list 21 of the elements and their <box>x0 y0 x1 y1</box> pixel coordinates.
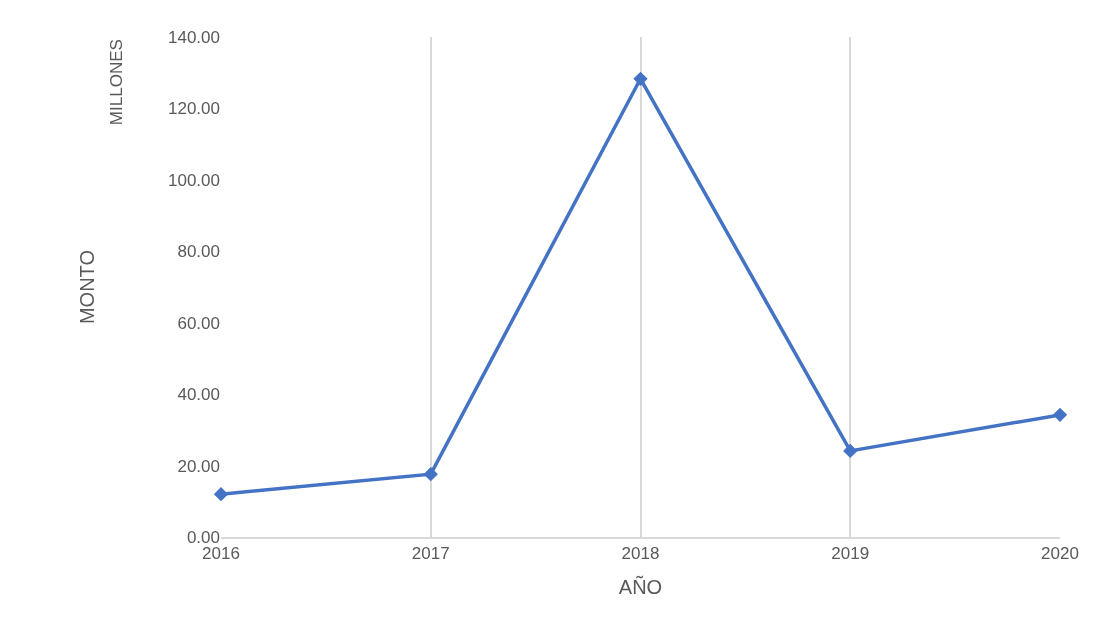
y-axis-title: MONTO <box>75 249 98 325</box>
x-tick-label: 2016 <box>202 544 240 564</box>
y-tick-label: 20.00 <box>177 456 220 476</box>
point <box>843 443 858 459</box>
y-tick-label: 0.00 <box>186 527 220 547</box>
x-axis-title: AÑO <box>618 575 663 599</box>
x-tick-label: 2019 <box>831 544 870 564</box>
y-tick-label: 120.00 <box>168 99 220 119</box>
x-tick-label: 2017 <box>411 544 450 564</box>
y-tick-label: 140.00 <box>168 27 220 47</box>
y-tick-label: 80.00 <box>177 242 220 262</box>
point <box>1052 407 1068 423</box>
x-tick-label: 2018 <box>621 544 660 564</box>
y-tick-label: 100.00 <box>168 170 220 190</box>
text: MILLONES <box>107 39 127 126</box>
point <box>633 71 648 86</box>
point <box>423 466 438 482</box>
point <box>213 486 229 502</box>
x-tick-label: 2020 <box>1041 544 1079 564</box>
y-tick-label: 60.00 <box>177 313 220 333</box>
y-tick-label: 40.00 <box>177 385 220 405</box>
